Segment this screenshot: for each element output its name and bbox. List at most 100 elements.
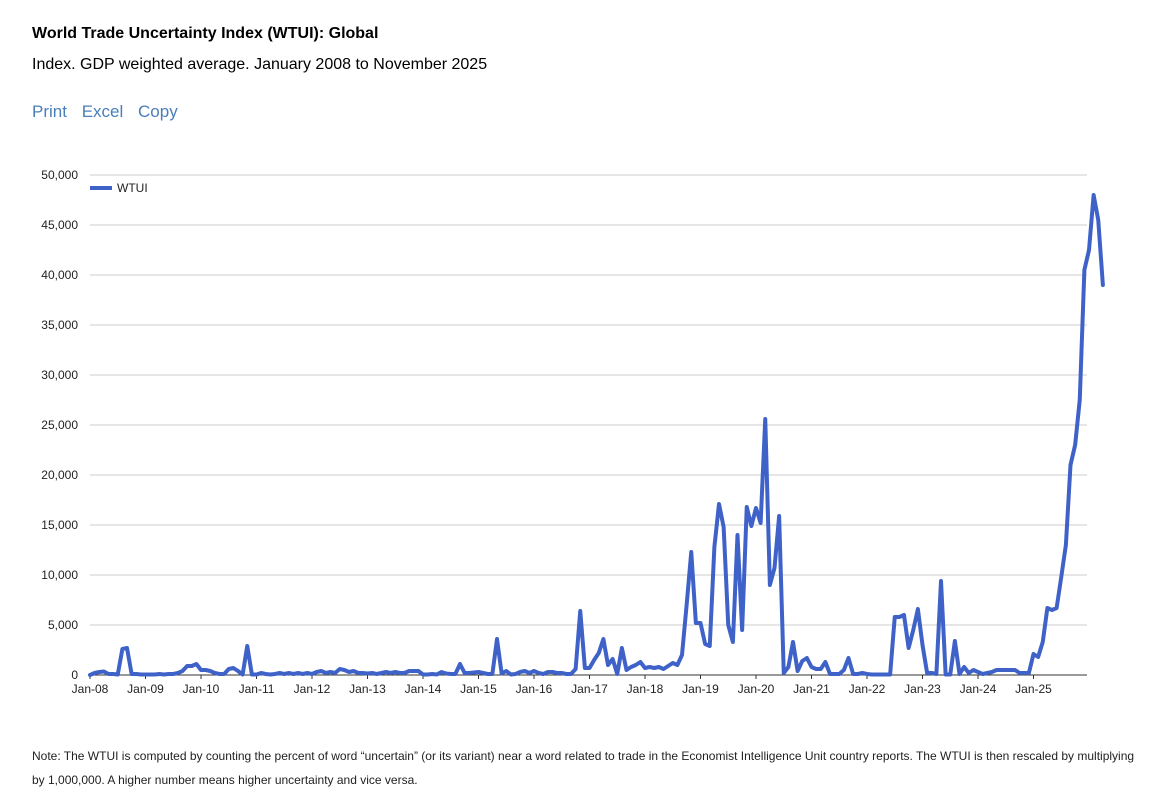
data-point	[468, 672, 470, 674]
data-point	[1000, 669, 1002, 671]
data-point	[352, 670, 354, 672]
data-point	[232, 667, 234, 669]
data-point	[630, 666, 632, 668]
data-point	[477, 671, 479, 673]
data-point	[579, 610, 581, 612]
data-point	[954, 640, 956, 642]
data-point	[112, 673, 114, 675]
y-tick-label: 45,000	[41, 218, 78, 232]
data-point	[1088, 249, 1090, 251]
data-point	[1042, 641, 1044, 643]
data-point	[158, 673, 160, 675]
data-point	[704, 643, 706, 645]
data-point	[519, 671, 521, 673]
data-point	[302, 673, 304, 675]
data-point	[371, 672, 373, 674]
y-tick-label: 35,000	[41, 318, 78, 332]
data-point	[884, 673, 886, 675]
data-point	[662, 668, 664, 670]
print-link[interactable]: Print	[32, 102, 67, 121]
data-point	[783, 672, 785, 674]
data-point	[121, 648, 123, 650]
data-point	[722, 526, 724, 528]
data-point	[1051, 609, 1053, 611]
data-point	[450, 673, 452, 675]
data-point	[880, 673, 882, 675]
data-point	[399, 672, 401, 674]
chart-note: Note: The WTUI is computed by counting t…	[32, 749, 1135, 787]
data-point	[172, 673, 174, 675]
data-point	[1060, 576, 1062, 578]
data-point	[209, 670, 211, 672]
data-point	[366, 672, 368, 674]
data-point	[611, 658, 613, 660]
data-point	[644, 667, 646, 669]
data-point	[408, 670, 410, 672]
copy-link[interactable]: Copy	[138, 102, 178, 121]
data-point	[274, 673, 276, 675]
data-point	[935, 673, 937, 675]
data-point	[436, 673, 438, 675]
data-point	[570, 673, 572, 675]
data-point	[1032, 653, 1034, 655]
y-tick-label: 30,000	[41, 368, 78, 382]
data-point	[1074, 444, 1076, 446]
data-point	[912, 629, 914, 631]
data-point	[1055, 607, 1057, 609]
data-point	[574, 668, 576, 670]
data-point	[288, 672, 290, 674]
data-point	[107, 673, 109, 675]
data-point	[487, 673, 489, 675]
data-point	[454, 673, 456, 675]
data-point	[362, 672, 364, 674]
data-point	[746, 506, 748, 508]
data-point	[718, 503, 720, 505]
data-point	[533, 670, 535, 672]
data-point	[898, 616, 900, 618]
data-point	[524, 670, 526, 672]
data-point	[810, 666, 812, 668]
data-point	[639, 661, 641, 663]
data-point	[334, 672, 336, 674]
data-point	[815, 668, 817, 670]
data-point	[672, 662, 674, 664]
data-point	[847, 657, 849, 659]
data-point	[796, 670, 798, 672]
data-point	[144, 673, 146, 675]
data-point	[1037, 656, 1039, 658]
data-point	[413, 670, 415, 672]
data-point	[325, 672, 327, 674]
data-point	[385, 671, 387, 673]
excel-link[interactable]: Excel	[81, 102, 124, 121]
data-point	[977, 671, 979, 673]
data-point	[265, 673, 267, 675]
data-point	[1079, 399, 1081, 401]
data-point	[117, 673, 119, 675]
data-point	[621, 647, 623, 649]
x-tick-label: Jan-17	[571, 682, 608, 696]
line-chart: 0 5,000 10,000 15,000 20,000 25,000 30,000 35,0…	[41, 168, 1105, 696]
x-tick-label: Jan-22	[849, 682, 886, 696]
data-point	[561, 672, 563, 674]
chart-subtitle: Index. GDP weighted average. January 200…	[32, 56, 488, 73]
data-point	[709, 645, 711, 647]
x-tick-label: Jan-23	[904, 682, 941, 696]
data-point	[376, 673, 378, 675]
data-point	[584, 667, 586, 669]
data-point	[602, 638, 604, 640]
data-point	[991, 671, 993, 673]
data-point	[320, 670, 322, 672]
data-point	[931, 672, 933, 674]
data-point	[1028, 672, 1030, 674]
data-point	[496, 638, 498, 640]
data-point	[681, 654, 683, 656]
x-tick-label: Jan-15	[460, 682, 497, 696]
data-point	[968, 672, 970, 674]
data-point	[1023, 672, 1025, 674]
data-point	[348, 671, 350, 673]
data-point	[972, 669, 974, 671]
data-point	[588, 667, 590, 669]
data-point	[426, 673, 428, 675]
data-point	[907, 647, 909, 649]
data-point	[653, 667, 655, 669]
